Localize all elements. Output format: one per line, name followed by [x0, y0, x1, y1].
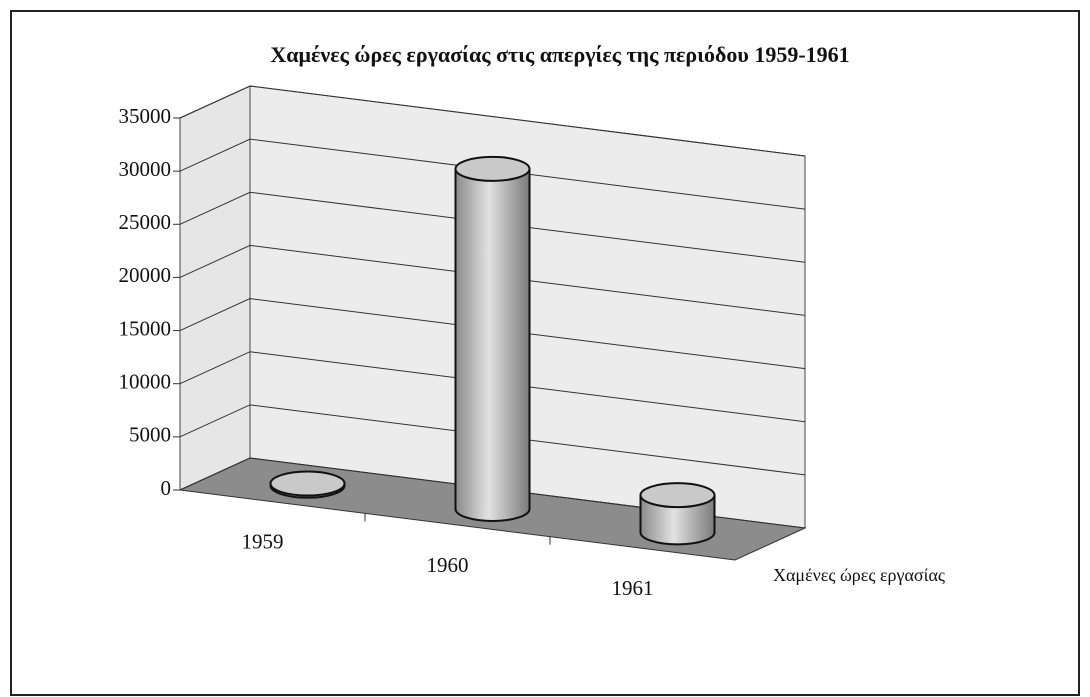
grid-line [179, 244, 806, 316]
cylinder-body [454, 167, 531, 522]
y-tick-label: 15000 [119, 316, 172, 340]
x-tick-label: 1961 [612, 576, 654, 600]
series-label: Χαμένες ώρες εργασίας [773, 565, 945, 585]
y-tick-label: 35000 [119, 104, 172, 128]
cylinder [269, 470, 346, 499]
cylinder-top [639, 482, 716, 509]
grid-line [179, 404, 806, 476]
y-tick-label: 20000 [119, 263, 172, 287]
grid-line [179, 457, 806, 529]
x-tick-label: 1959 [242, 529, 284, 553]
y-tick-label: 5000 [129, 423, 171, 447]
cylinder-top [454, 155, 531, 182]
grid-line [179, 138, 806, 210]
grid-line [179, 298, 806, 370]
y-tick-label: 25000 [119, 210, 172, 234]
x-tick-label: 1960 [427, 553, 469, 577]
plot: 0 5000 10000 15000 20000 25000 30000 35000 1959 1… [119, 85, 945, 600]
y-tick-label: 10000 [119, 370, 172, 394]
cylinder [454, 155, 531, 522]
grid-line [179, 191, 806, 263]
grid-line [179, 351, 806, 423]
side-wall [179, 85, 251, 491]
chart-title: Χαμένες ώρες εργασίας στις απεργίες της … [270, 42, 849, 67]
cylinder-body [639, 494, 716, 546]
cylinder-top [269, 470, 346, 497]
cylinder [639, 482, 716, 546]
y-tick-label: 30000 [119, 157, 172, 181]
y-tick-label: 0 [161, 476, 172, 500]
grid-line [179, 85, 806, 157]
